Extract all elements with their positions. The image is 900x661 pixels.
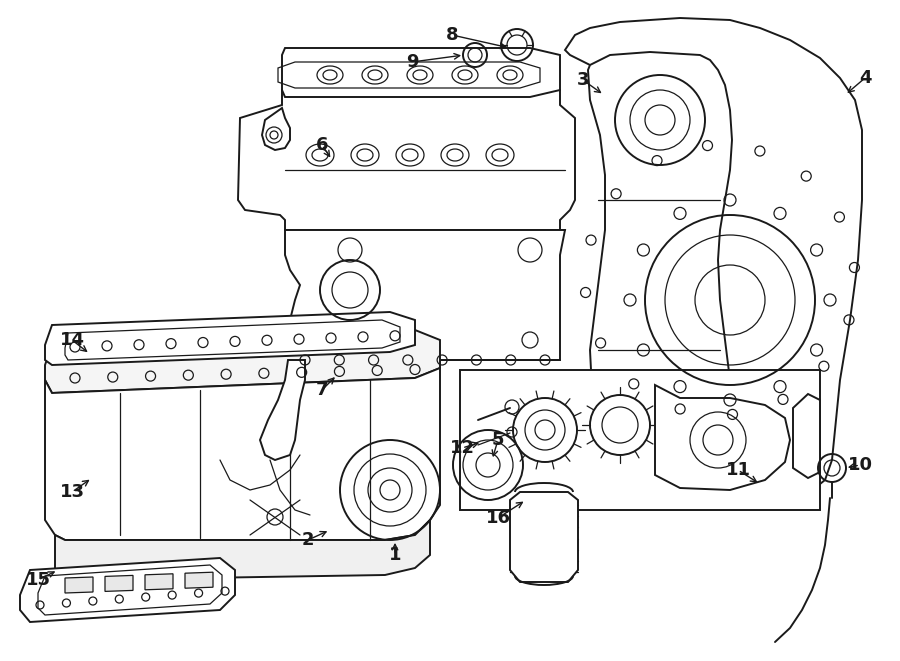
Polygon shape	[65, 577, 93, 593]
Polygon shape	[20, 558, 235, 622]
Polygon shape	[105, 575, 133, 592]
Text: 15: 15	[25, 571, 50, 589]
Polygon shape	[260, 360, 305, 460]
Text: 9: 9	[406, 53, 419, 71]
Text: 6: 6	[316, 136, 328, 154]
Text: 7: 7	[316, 381, 328, 399]
Polygon shape	[655, 385, 790, 490]
Polygon shape	[588, 52, 732, 450]
Polygon shape	[285, 230, 565, 360]
Polygon shape	[282, 48, 560, 97]
Polygon shape	[565, 18, 862, 498]
Text: 10: 10	[848, 456, 872, 474]
Polygon shape	[45, 330, 440, 393]
Text: 5: 5	[491, 431, 504, 449]
Polygon shape	[238, 90, 575, 230]
Polygon shape	[793, 394, 820, 478]
Text: 8: 8	[446, 26, 458, 44]
Text: 3: 3	[577, 71, 590, 89]
Polygon shape	[55, 520, 430, 580]
Text: 4: 4	[859, 69, 871, 87]
Polygon shape	[45, 312, 415, 365]
Polygon shape	[45, 368, 440, 540]
Text: 14: 14	[59, 331, 85, 349]
Polygon shape	[262, 108, 290, 150]
Text: 13: 13	[59, 483, 85, 501]
Polygon shape	[510, 492, 578, 582]
Polygon shape	[460, 370, 820, 510]
Polygon shape	[145, 574, 173, 590]
Polygon shape	[185, 572, 213, 588]
Text: 2: 2	[302, 531, 314, 549]
Text: 12: 12	[449, 439, 474, 457]
Text: 1: 1	[389, 546, 401, 564]
Text: 11: 11	[725, 461, 751, 479]
Text: 16: 16	[485, 509, 510, 527]
